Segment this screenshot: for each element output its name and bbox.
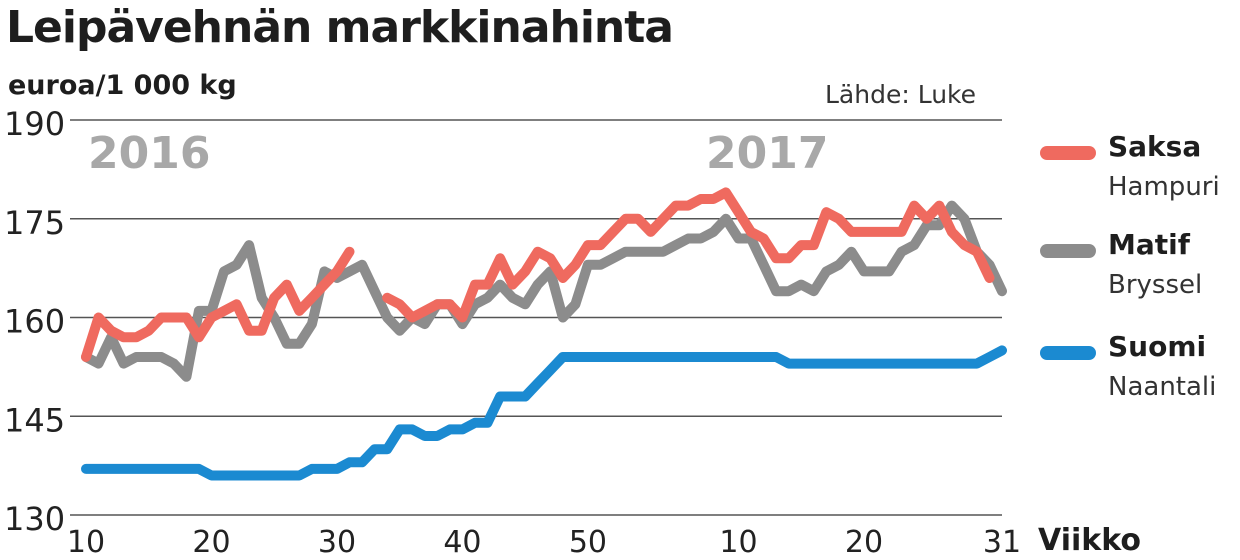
- legend-name-saksa: Saksa: [1108, 130, 1202, 163]
- x-tick-label-6: 20: [845, 525, 883, 560]
- x-tick-label-3: 40: [443, 525, 481, 560]
- x-tick-label-2: 30: [318, 525, 356, 560]
- legend-swatch-matif: [1040, 244, 1096, 258]
- legend-name-matif: Matif: [1108, 228, 1190, 261]
- series-line-matif: [81, 200, 1007, 382]
- y-axis-unit: euroa/1 000 kg: [8, 70, 237, 101]
- y-tick-label-175: 175: [4, 204, 65, 242]
- x-tick-label-0: 10: [67, 525, 105, 560]
- series-line-suomi: [81, 345, 1007, 481]
- y-tick-label-190: 190: [4, 105, 65, 143]
- legend-swatch-suomi: [1040, 346, 1096, 360]
- year-label-2017: 2017: [706, 128, 828, 179]
- x-axis-label: Viikko: [1038, 523, 1141, 558]
- legend-sub-suomi: Naantali: [1108, 372, 1217, 402]
- x-tick-label-5: 10: [719, 525, 757, 560]
- x-tick-label-1: 20: [192, 525, 230, 560]
- y-tick-labels: 130 145 160 175 190: [4, 105, 65, 538]
- year-label-2016: 2016: [88, 128, 210, 179]
- x-tick-label-4: 50: [569, 525, 607, 560]
- y-tick-label-160: 160: [4, 303, 65, 341]
- series-lines: [81, 187, 1007, 481]
- gridlines: [70, 119, 1002, 516]
- series-line-saksa: [81, 187, 995, 362]
- source-label: Lähde: Luke: [825, 80, 977, 109]
- x-tick-labels: 10 20 30 40 50 10 20 31: [67, 525, 1021, 560]
- y-tick-label-145: 145: [4, 401, 65, 439]
- y-tick-label-130: 130: [4, 500, 65, 538]
- x-tick-label-7: 31: [983, 525, 1021, 560]
- legend-sub-saksa: Hampuri: [1108, 172, 1220, 202]
- year-labels: 2016 2017: [88, 128, 828, 179]
- legend-name-suomi: Suomi: [1108, 330, 1207, 363]
- legend-sub-matif: Bryssel: [1108, 270, 1203, 300]
- chart-title: Leipävehnän markkinahinta: [6, 2, 674, 53]
- legend-swatch-saksa: [1040, 146, 1096, 160]
